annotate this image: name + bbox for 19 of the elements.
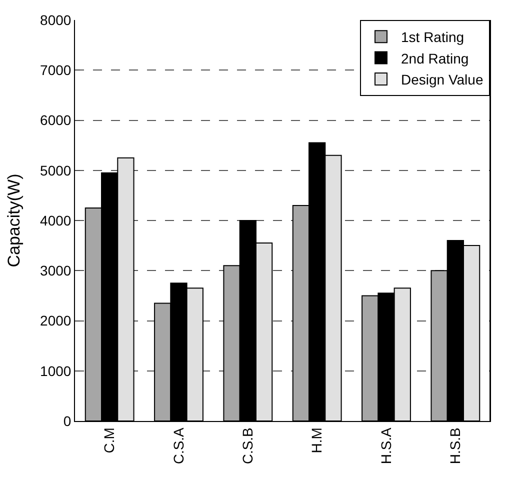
y-tick-label: 7000 xyxy=(40,62,72,78)
y-tick-label: 0 xyxy=(63,412,72,429)
x-tick-label: H.M xyxy=(308,428,325,454)
y-tick-label: 3000 xyxy=(40,262,72,279)
x-tick-label: H.S.A xyxy=(378,426,394,464)
y-tick-label: 1000 xyxy=(40,362,72,379)
y-tick-label: 2000 xyxy=(40,312,72,329)
y-axis-title: Capacity(W) xyxy=(4,174,24,268)
y-tick-label: 8000 xyxy=(40,12,72,28)
x-tick-label: C.S.A xyxy=(170,426,186,464)
y-tick-label: 4000 xyxy=(40,212,72,228)
legend-label: 2nd Rating xyxy=(401,50,469,66)
legend-label: Design Value xyxy=(401,71,484,88)
y-tick-label: 5000 xyxy=(40,162,72,178)
x-tick-label: C.S.B xyxy=(239,428,256,464)
y-tick-label: 6000 xyxy=(40,112,72,128)
x-tick-label: H.S.B xyxy=(446,428,463,464)
x-tick-label: C.M xyxy=(101,428,118,454)
legend-label: 1st Rating xyxy=(401,29,464,46)
